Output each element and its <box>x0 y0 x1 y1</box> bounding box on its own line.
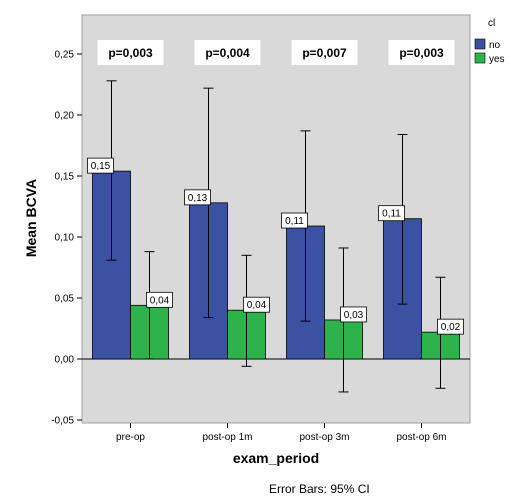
p-value-box <box>291 40 358 65</box>
data-label-box <box>378 205 405 222</box>
footnote: Error Bars: 95% CI <box>269 482 370 496</box>
p-value-label: p=0,004 <box>205 46 250 60</box>
p-value-label: p=0,003 <box>399 46 444 60</box>
p-value-label: p=0,007 <box>302 46 347 60</box>
p-value-box <box>97 40 164 65</box>
legend: cl no yes <box>474 18 505 65</box>
y-tick-label: 0,15 <box>55 172 75 183</box>
data-label: 0,11 <box>285 216 304 227</box>
data-label: 0,03 <box>344 310 364 321</box>
data-label: 0,11 <box>382 209 401 220</box>
legend-swatch <box>474 38 486 50</box>
y-tick-label: 0,10 <box>55 233 75 244</box>
y-tick-label: 0,20 <box>55 111 75 122</box>
y-tick-label: 0,25 <box>55 50 75 61</box>
p-values: p=0,003 p=0,004 p=0,007 p=0,003 <box>97 40 455 65</box>
data-label-box <box>437 318 464 335</box>
y-tick-label: 0,05 <box>55 294 75 305</box>
data-label-box <box>281 212 308 229</box>
p-value-box <box>388 40 455 65</box>
data-label-box <box>340 306 367 323</box>
x-axis-title: exam_period <box>233 450 319 466</box>
data-label: 0,15 <box>91 161 111 172</box>
y-tick-label: 0,00 <box>55 355 75 366</box>
y-axis-title: Mean BCVA <box>23 179 39 257</box>
legend-title: cl <box>488 18 495 29</box>
x-tick-label: pre-op <box>116 432 145 443</box>
data-label: 0,04 <box>247 300 267 311</box>
data-labels: 0,15 0,13 0,11 0,11 0,04 0,04 0,03 0,02 <box>87 157 464 335</box>
x-tick-label: post-op 1m <box>202 432 252 443</box>
y-tick-label: -0,05 <box>51 416 74 427</box>
x-tick-label: post-op 6m <box>396 432 446 443</box>
y-axis: -0,05 0,00 0,05 0,10 0,15 0,20 0,25 <box>51 50 82 427</box>
data-label: 0,04 <box>150 295 170 306</box>
data-label-box <box>184 189 211 206</box>
legend-swatch <box>474 52 486 64</box>
data-label: 0,13 <box>188 193 208 204</box>
data-label: 0,02 <box>441 322 461 333</box>
p-value-label: p=0,003 <box>108 46 153 60</box>
x-axis: pre-op post-op 1m post-op 3m post-op 6m <box>116 423 447 443</box>
data-label-box <box>87 157 114 174</box>
data-label-box <box>146 291 173 308</box>
p-value-box <box>194 40 261 65</box>
legend-label: yes <box>489 54 505 65</box>
x-tick-label: post-op 3m <box>299 432 349 443</box>
legend-label: no <box>489 40 501 51</box>
data-label-box <box>243 296 270 313</box>
